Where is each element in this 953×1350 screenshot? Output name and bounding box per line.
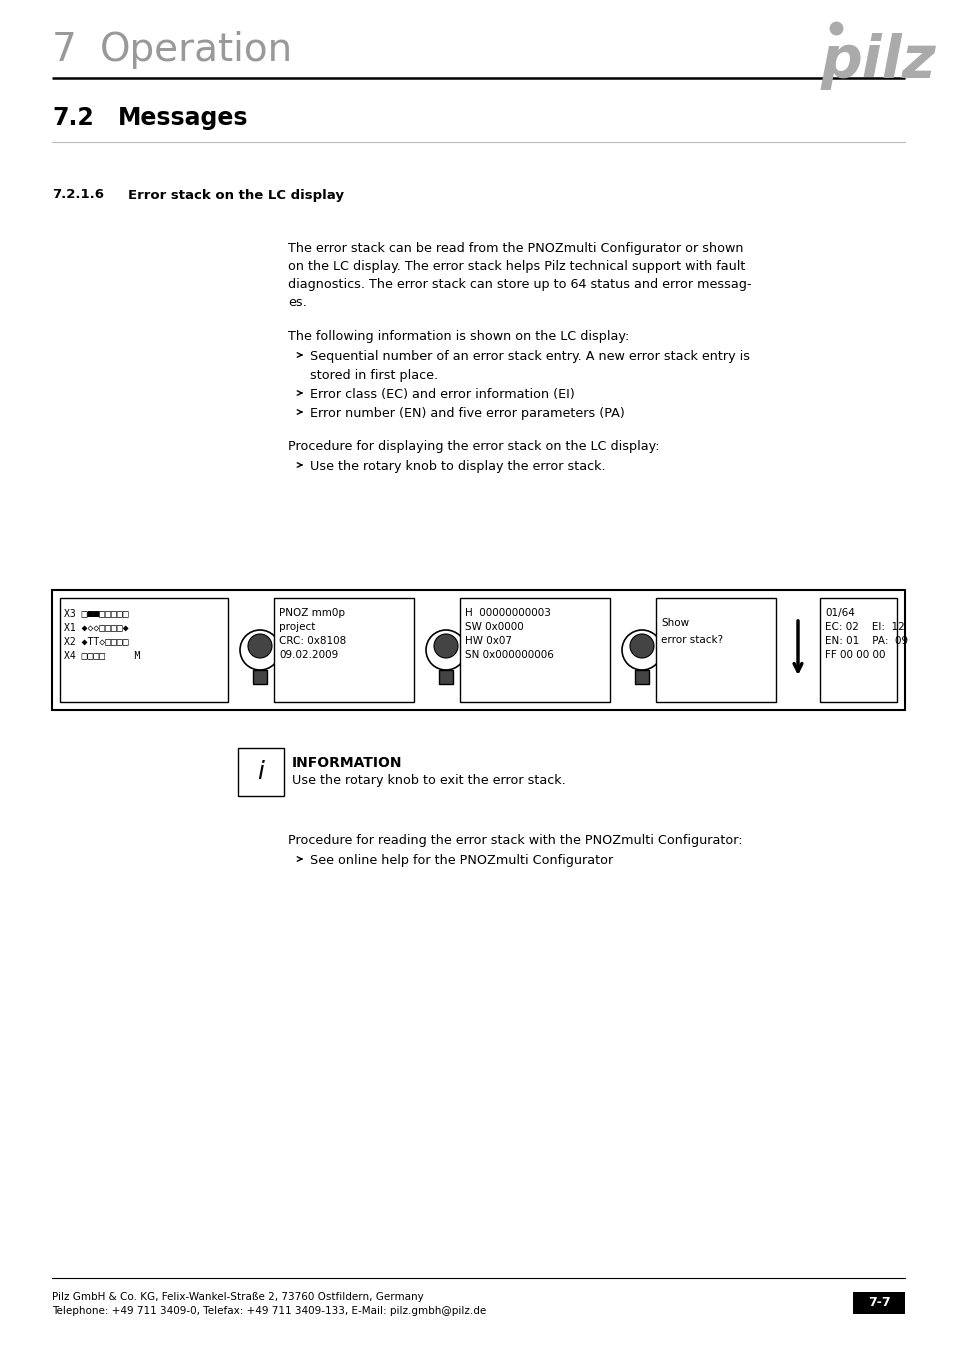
Text: The following information is shown on the LC display:: The following information is shown on th… bbox=[288, 329, 629, 343]
Text: EN: 01    PA:  09: EN: 01 PA: 09 bbox=[824, 636, 907, 647]
Text: EC: 02    EI:  12: EC: 02 EI: 12 bbox=[824, 622, 903, 632]
Text: Error stack on the LC display: Error stack on the LC display bbox=[128, 189, 344, 201]
FancyBboxPatch shape bbox=[656, 598, 775, 702]
Text: X2 ◆TT◇□□□□: X2 ◆TT◇□□□□ bbox=[64, 636, 129, 647]
Text: diagnostics. The error stack can store up to 64 status and error messag-: diagnostics. The error stack can store u… bbox=[288, 278, 751, 292]
Text: Pilz GmbH & Co. KG, Felix-Wankel-Straße 2, 73760 Ostfildern, Germany: Pilz GmbH & Co. KG, Felix-Wankel-Straße … bbox=[52, 1292, 423, 1301]
Text: 7-7: 7-7 bbox=[867, 1296, 889, 1310]
FancyBboxPatch shape bbox=[237, 748, 284, 796]
Text: project: project bbox=[278, 622, 315, 632]
Text: Procedure for reading the error stack with the PNOZmulti Configurator:: Procedure for reading the error stack wi… bbox=[288, 834, 741, 846]
FancyBboxPatch shape bbox=[635, 670, 648, 684]
Text: FF 00 00 00: FF 00 00 00 bbox=[824, 649, 884, 660]
Text: Use the rotary knob to exit the error stack.: Use the rotary knob to exit the error st… bbox=[292, 774, 565, 787]
Text: SW 0x0000: SW 0x0000 bbox=[464, 622, 523, 632]
Text: INFORMATION: INFORMATION bbox=[292, 756, 402, 770]
Text: pilz: pilz bbox=[820, 34, 935, 90]
Text: Error class (EC) and error information (EI): Error class (EC) and error information (… bbox=[310, 387, 574, 401]
Text: 01/64: 01/64 bbox=[824, 608, 854, 618]
Text: Sequential number of an error stack entry. A new error stack entry is: Sequential number of an error stack entr… bbox=[310, 350, 749, 363]
FancyBboxPatch shape bbox=[438, 670, 453, 684]
Circle shape bbox=[240, 630, 280, 670]
Text: on the LC display. The error stack helps Pilz technical support with fault: on the LC display. The error stack helps… bbox=[288, 261, 744, 273]
Text: stored in first place.: stored in first place. bbox=[310, 369, 437, 382]
Text: 7: 7 bbox=[52, 31, 77, 69]
Text: Telephone: +49 711 3409-0, Telefax: +49 711 3409-133, E-Mail: pilz.gmbh@pilz.de: Telephone: +49 711 3409-0, Telefax: +49 … bbox=[52, 1305, 486, 1316]
FancyBboxPatch shape bbox=[459, 598, 609, 702]
FancyBboxPatch shape bbox=[820, 598, 896, 702]
FancyBboxPatch shape bbox=[60, 598, 228, 702]
FancyBboxPatch shape bbox=[852, 1292, 904, 1314]
Text: Error number (EN) and five error parameters (PA): Error number (EN) and five error paramet… bbox=[310, 406, 624, 420]
Text: Show: Show bbox=[660, 618, 688, 628]
Text: Use the rotary knob to display the error stack.: Use the rotary knob to display the error… bbox=[310, 460, 605, 472]
Text: error stack?: error stack? bbox=[660, 634, 722, 645]
Text: CRC: 0x8108: CRC: 0x8108 bbox=[278, 636, 346, 647]
Text: Operation: Operation bbox=[100, 31, 293, 69]
Text: 09.02.2009: 09.02.2009 bbox=[278, 649, 338, 660]
Text: X1 ◆◇◇□□□□◆: X1 ◆◇◇□□□□◆ bbox=[64, 622, 129, 632]
Circle shape bbox=[426, 630, 465, 670]
FancyBboxPatch shape bbox=[52, 590, 904, 710]
Circle shape bbox=[621, 630, 661, 670]
Text: H  00000000003: H 00000000003 bbox=[464, 608, 550, 618]
Text: 7.2.1.6: 7.2.1.6 bbox=[52, 189, 104, 201]
FancyBboxPatch shape bbox=[274, 598, 414, 702]
Text: es.: es. bbox=[288, 296, 307, 309]
Text: Messages: Messages bbox=[118, 107, 248, 130]
Text: See online help for the PNOZmulti Configurator: See online help for the PNOZmulti Config… bbox=[310, 855, 613, 867]
Text: 7.2: 7.2 bbox=[52, 107, 93, 130]
Text: HW 0x07: HW 0x07 bbox=[464, 636, 512, 647]
Text: Procedure for displaying the error stack on the LC display:: Procedure for displaying the error stack… bbox=[288, 440, 659, 454]
Circle shape bbox=[248, 634, 272, 657]
Text: PNOZ mm0p: PNOZ mm0p bbox=[278, 608, 345, 618]
Text: The error stack can be read from the PNOZmulti Configurator or shown: The error stack can be read from the PNO… bbox=[288, 242, 742, 255]
Circle shape bbox=[629, 634, 654, 657]
Text: i: i bbox=[257, 760, 264, 784]
Text: X3 □■■□□□□□: X3 □■■□□□□□ bbox=[64, 608, 129, 618]
Circle shape bbox=[434, 634, 457, 657]
Text: SN 0x000000006: SN 0x000000006 bbox=[464, 649, 554, 660]
FancyBboxPatch shape bbox=[253, 670, 267, 684]
Text: X4 □□□□     M: X4 □□□□ M bbox=[64, 649, 140, 660]
